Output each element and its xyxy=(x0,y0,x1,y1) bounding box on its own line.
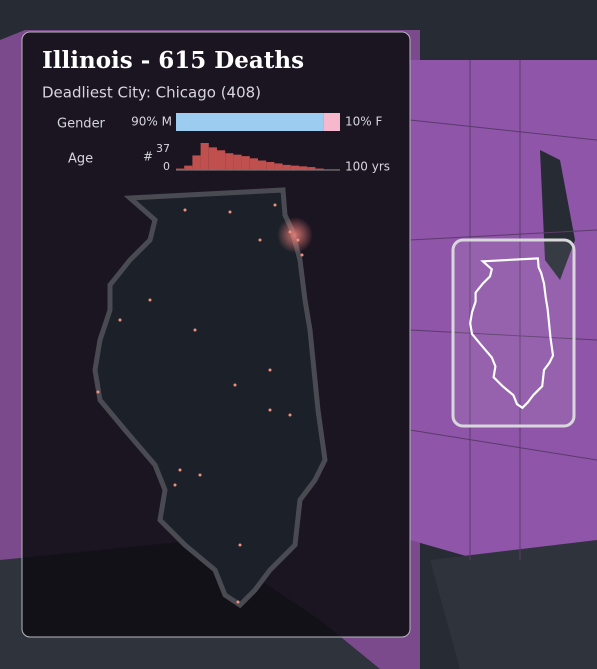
incident-dots xyxy=(96,203,304,604)
title: Illinois - 615 Deaths xyxy=(42,47,304,74)
age-bar xyxy=(323,169,332,170)
age-bar xyxy=(241,156,250,170)
age-bar xyxy=(307,167,316,170)
age-bar xyxy=(184,165,193,170)
female-bar xyxy=(323,113,340,131)
age-bar xyxy=(200,143,209,170)
age-bar xyxy=(208,147,217,170)
age-bar xyxy=(192,155,201,170)
male-bar xyxy=(176,113,324,131)
age-label: Age xyxy=(68,152,93,167)
age-bar xyxy=(225,153,234,170)
age-bar xyxy=(290,165,299,170)
age-ymin: 0 xyxy=(163,160,170,173)
age-bar xyxy=(299,166,308,170)
age-bar xyxy=(233,154,242,170)
age-bar xyxy=(282,164,291,170)
age-bar xyxy=(331,169,340,170)
count-label: # xyxy=(143,150,153,164)
age-bar xyxy=(176,168,185,170)
age-bar xyxy=(258,160,267,170)
age-bar xyxy=(274,163,283,170)
age-bar xyxy=(266,161,275,170)
gender-label: Gender xyxy=(57,117,106,132)
male-label: 90% M xyxy=(131,115,172,129)
female-label: 10% F xyxy=(345,115,382,129)
age-bar xyxy=(249,158,258,170)
age-bar xyxy=(217,150,226,170)
city-glow xyxy=(277,217,313,253)
age-bar xyxy=(315,168,324,170)
age-xmax: 100 yrs xyxy=(345,160,390,174)
subtitle: Deadliest City: Chicago (408) xyxy=(42,84,261,102)
age-ymax: 37 xyxy=(156,142,170,155)
